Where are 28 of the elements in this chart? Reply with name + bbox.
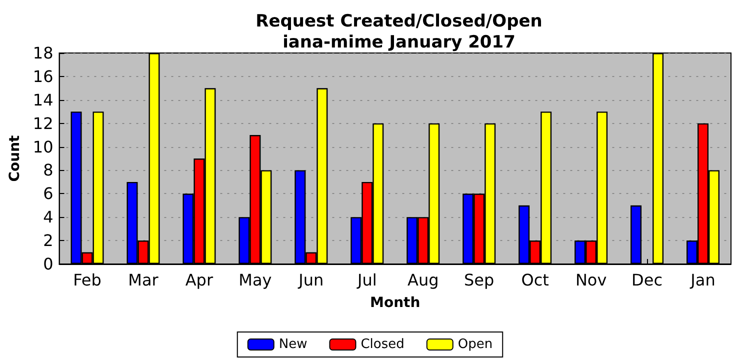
y-tick-label: 0 bbox=[43, 254, 54, 274]
y-tick-label: 6 bbox=[43, 184, 54, 204]
y-tick-label: 12 bbox=[32, 114, 54, 133]
x-tick-label: Apr bbox=[185, 270, 214, 290]
x-tick-label: Jun bbox=[298, 270, 324, 290]
chart-title: Request Created/Closed/Open iana-mime January 2017 bbox=[256, 12, 542, 52]
legend-label: New bbox=[278, 337, 308, 352]
y-axis-title: Count bbox=[7, 134, 23, 182]
legend-label: Closed bbox=[360, 337, 404, 352]
legend-label: Open bbox=[458, 337, 493, 352]
y-tick-label: 4 bbox=[43, 208, 54, 227]
y-tick-label: 8 bbox=[43, 160, 54, 180]
x-tick-label: Aug bbox=[407, 270, 439, 290]
x-tick-label: Mar bbox=[128, 270, 159, 290]
y-tick-label: 10 bbox=[32, 137, 54, 156]
x-tick-label: Sep bbox=[464, 270, 494, 290]
x-tick-label: Jan bbox=[690, 270, 716, 290]
y-tick-label: 18 bbox=[32, 44, 54, 62]
x-tick-label: Jul bbox=[356, 270, 377, 290]
x-axis-title: Month bbox=[370, 295, 420, 311]
x-tick-label: Oct bbox=[521, 270, 549, 290]
y-tick-label: 2 bbox=[43, 231, 54, 250]
y-tick-label: 14 bbox=[32, 90, 54, 110]
x-tick-label: Nov bbox=[575, 270, 607, 290]
y-tick-label: 16 bbox=[32, 66, 54, 86]
x-tick-label: Dec bbox=[632, 270, 663, 290]
x-tick-label: Feb bbox=[73, 270, 102, 290]
x-tick-label: May bbox=[238, 270, 272, 290]
